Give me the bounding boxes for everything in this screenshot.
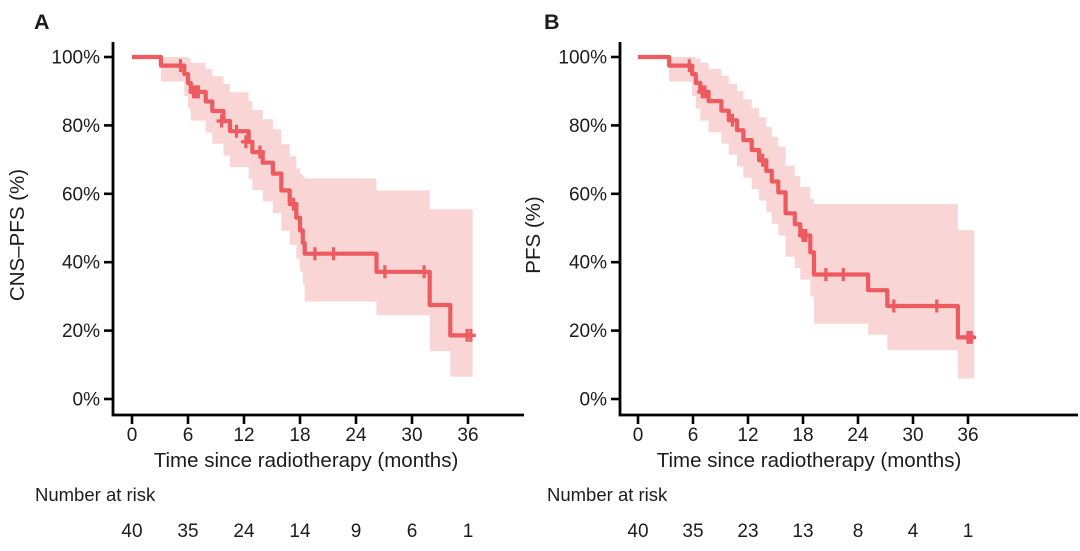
censor-mark [175,59,186,73]
x-tick-label: 6 [183,425,194,446]
y-tick-label: 100% [558,48,607,69]
censor-mark [757,153,768,167]
risk-number: 40 [627,521,648,542]
censor-mark [231,124,242,138]
x-tick-label: 18 [289,425,310,446]
risk-number: 9 [351,521,362,542]
y-tick-label: 80% [62,116,100,137]
risk-number: 4 [908,521,919,542]
risk-number: 13 [792,521,813,542]
x-tick-label: 0 [633,425,644,446]
censor-mark [684,59,695,73]
y-axis-title: CNS–PFS (%) [6,169,29,301]
y-tick-label: 0% [580,390,608,411]
panel-label: B [544,10,560,34]
x-tick-label: 18 [792,425,813,446]
y-tick-label: 0% [73,390,101,411]
x-tick-label: 36 [957,425,978,446]
y-tick-label: 20% [62,321,100,342]
y-tick-label: 100% [51,48,100,69]
censor-mark [216,114,227,128]
panel-0-confidence-band [160,57,473,377]
censor-mark [254,145,265,159]
censor-mark [288,197,299,211]
panel-1-axis-lines [618,42,1078,417]
x-tick-label: 30 [401,425,422,446]
x-tick-label: 36 [457,425,478,446]
y-tick-label: 80% [569,116,607,137]
x-tick-label: 24 [345,425,367,446]
x-tick-label: 0 [127,425,138,446]
censor-mark [419,265,430,279]
censor-mark [888,299,899,313]
risk-number: 8 [853,521,864,542]
risk-number: 1 [963,521,974,542]
censor-mark [328,247,339,261]
risk-number: 6 [407,521,418,542]
y-tick-label: 40% [569,253,607,274]
number-at-risk-label: Number at risk [35,484,156,505]
x-axis-title: Time since radiotherapy (months) [154,449,459,472]
x-tick-label: 24 [847,425,869,446]
number-at-risk-label: Number at risk [547,484,668,505]
risk-number: 23 [737,521,758,542]
y-tick-label: 40% [62,253,100,274]
censor-mark [309,247,320,261]
censor-mark [838,268,849,281]
y-tick-label: 20% [569,321,607,342]
censor-mark [931,299,942,313]
censor-mark [240,135,251,149]
x-tick-label: 6 [688,425,699,446]
censor-mark [800,229,811,242]
panel-label: A [34,10,50,34]
censor-mark [193,85,204,99]
risk-number: 14 [289,521,311,542]
y-tick-label: 60% [62,184,100,205]
censor-mark [966,330,977,344]
panel-0-axis-lines [111,42,524,417]
risk-number: 35 [682,521,703,542]
x-tick-label: 12 [233,425,254,446]
y-axis-title: PFS (%) [522,196,545,273]
panel-1-confidence-band [669,57,975,379]
risk-number: 1 [463,521,474,542]
censor-mark [699,85,710,99]
panel-0-km-curve [132,54,473,338]
risk-number: 24 [233,521,255,542]
censor-mark [379,265,390,279]
censor-mark [727,113,738,127]
risk-number: 35 [177,521,198,542]
x-tick-label: 12 [737,425,758,446]
y-tick-label: 60% [569,184,607,205]
x-tick-label: 30 [902,425,923,446]
censor-mark [820,268,831,281]
x-axis-title: Time since radiotherapy (months) [657,449,962,472]
censor-mark [465,328,476,342]
risk-number: 40 [121,521,142,542]
